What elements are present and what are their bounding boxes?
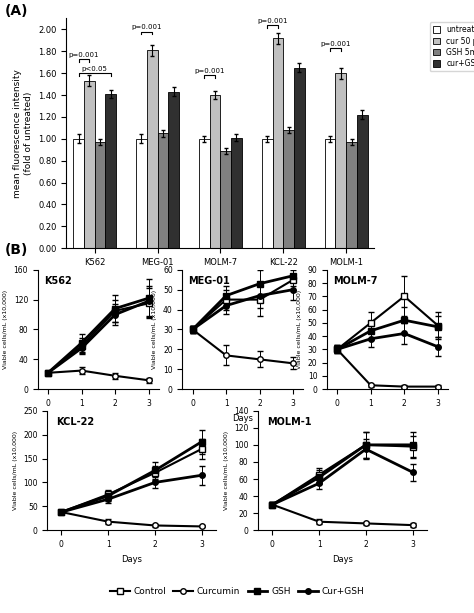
Text: (B): (B): [5, 243, 28, 257]
Y-axis label: Viable cells/mL (x10,000): Viable cells/mL (x10,000): [224, 431, 228, 510]
Y-axis label: Viable cells/mL (x10,000): Viable cells/mL (x10,000): [3, 290, 8, 369]
Text: MEG-01: MEG-01: [189, 276, 230, 286]
Bar: [168, 92, 179, 248]
Bar: [157, 133, 168, 248]
Bar: [262, 139, 273, 248]
X-axis label: Days: Days: [332, 555, 353, 563]
Bar: [73, 139, 84, 248]
Y-axis label: Viable cells/mL (x10,000): Viable cells/mL (x10,000): [297, 290, 302, 369]
Text: p<0.05: p<0.05: [82, 66, 108, 72]
Y-axis label: Viable cells/mL (x10,000): Viable cells/mL (x10,000): [13, 431, 18, 510]
X-axis label: Days: Days: [377, 414, 398, 422]
Bar: [105, 94, 116, 248]
Bar: [231, 138, 242, 248]
Text: p=0.001: p=0.001: [132, 25, 162, 31]
Bar: [346, 142, 357, 248]
Text: p=0.001: p=0.001: [320, 41, 351, 47]
Text: p=0.001: p=0.001: [194, 68, 225, 74]
Bar: [147, 50, 157, 248]
Text: K562: K562: [44, 276, 72, 286]
Text: KCL-22: KCL-22: [56, 417, 94, 427]
X-axis label: Days: Days: [121, 555, 142, 563]
X-axis label: Days: Days: [232, 414, 254, 422]
Bar: [357, 115, 367, 248]
Text: p=0.001: p=0.001: [257, 18, 288, 24]
Bar: [220, 151, 231, 248]
Bar: [210, 95, 220, 248]
Bar: [95, 142, 105, 248]
Legend: Control, Curcumin, GSH, Cur+GSH: Control, Curcumin, GSH, Cur+GSH: [107, 584, 367, 600]
Bar: [273, 38, 283, 248]
Bar: [199, 139, 210, 248]
X-axis label: days: days: [89, 414, 108, 422]
Text: (A): (A): [5, 4, 28, 18]
Text: p=0.001: p=0.001: [69, 51, 99, 58]
Bar: [283, 130, 294, 248]
Bar: [336, 73, 346, 248]
Text: MOLM-1: MOLM-1: [267, 417, 311, 427]
Text: MOLM-7: MOLM-7: [333, 276, 378, 286]
Y-axis label: mean fluorescence intensity
(fold of untreated): mean fluorescence intensity (fold of unt…: [13, 69, 33, 198]
Bar: [294, 67, 305, 248]
Y-axis label: Viable cells/mL (x10,000): Viable cells/mL (x10,000): [153, 290, 157, 369]
Legend: untreated, cur 50 μM, GSH 5mM, cur+GSH: untreated, cur 50 μM, GSH 5mM, cur+GSH: [429, 22, 474, 71]
Bar: [136, 139, 147, 248]
Bar: [84, 81, 95, 248]
Bar: [325, 139, 336, 248]
